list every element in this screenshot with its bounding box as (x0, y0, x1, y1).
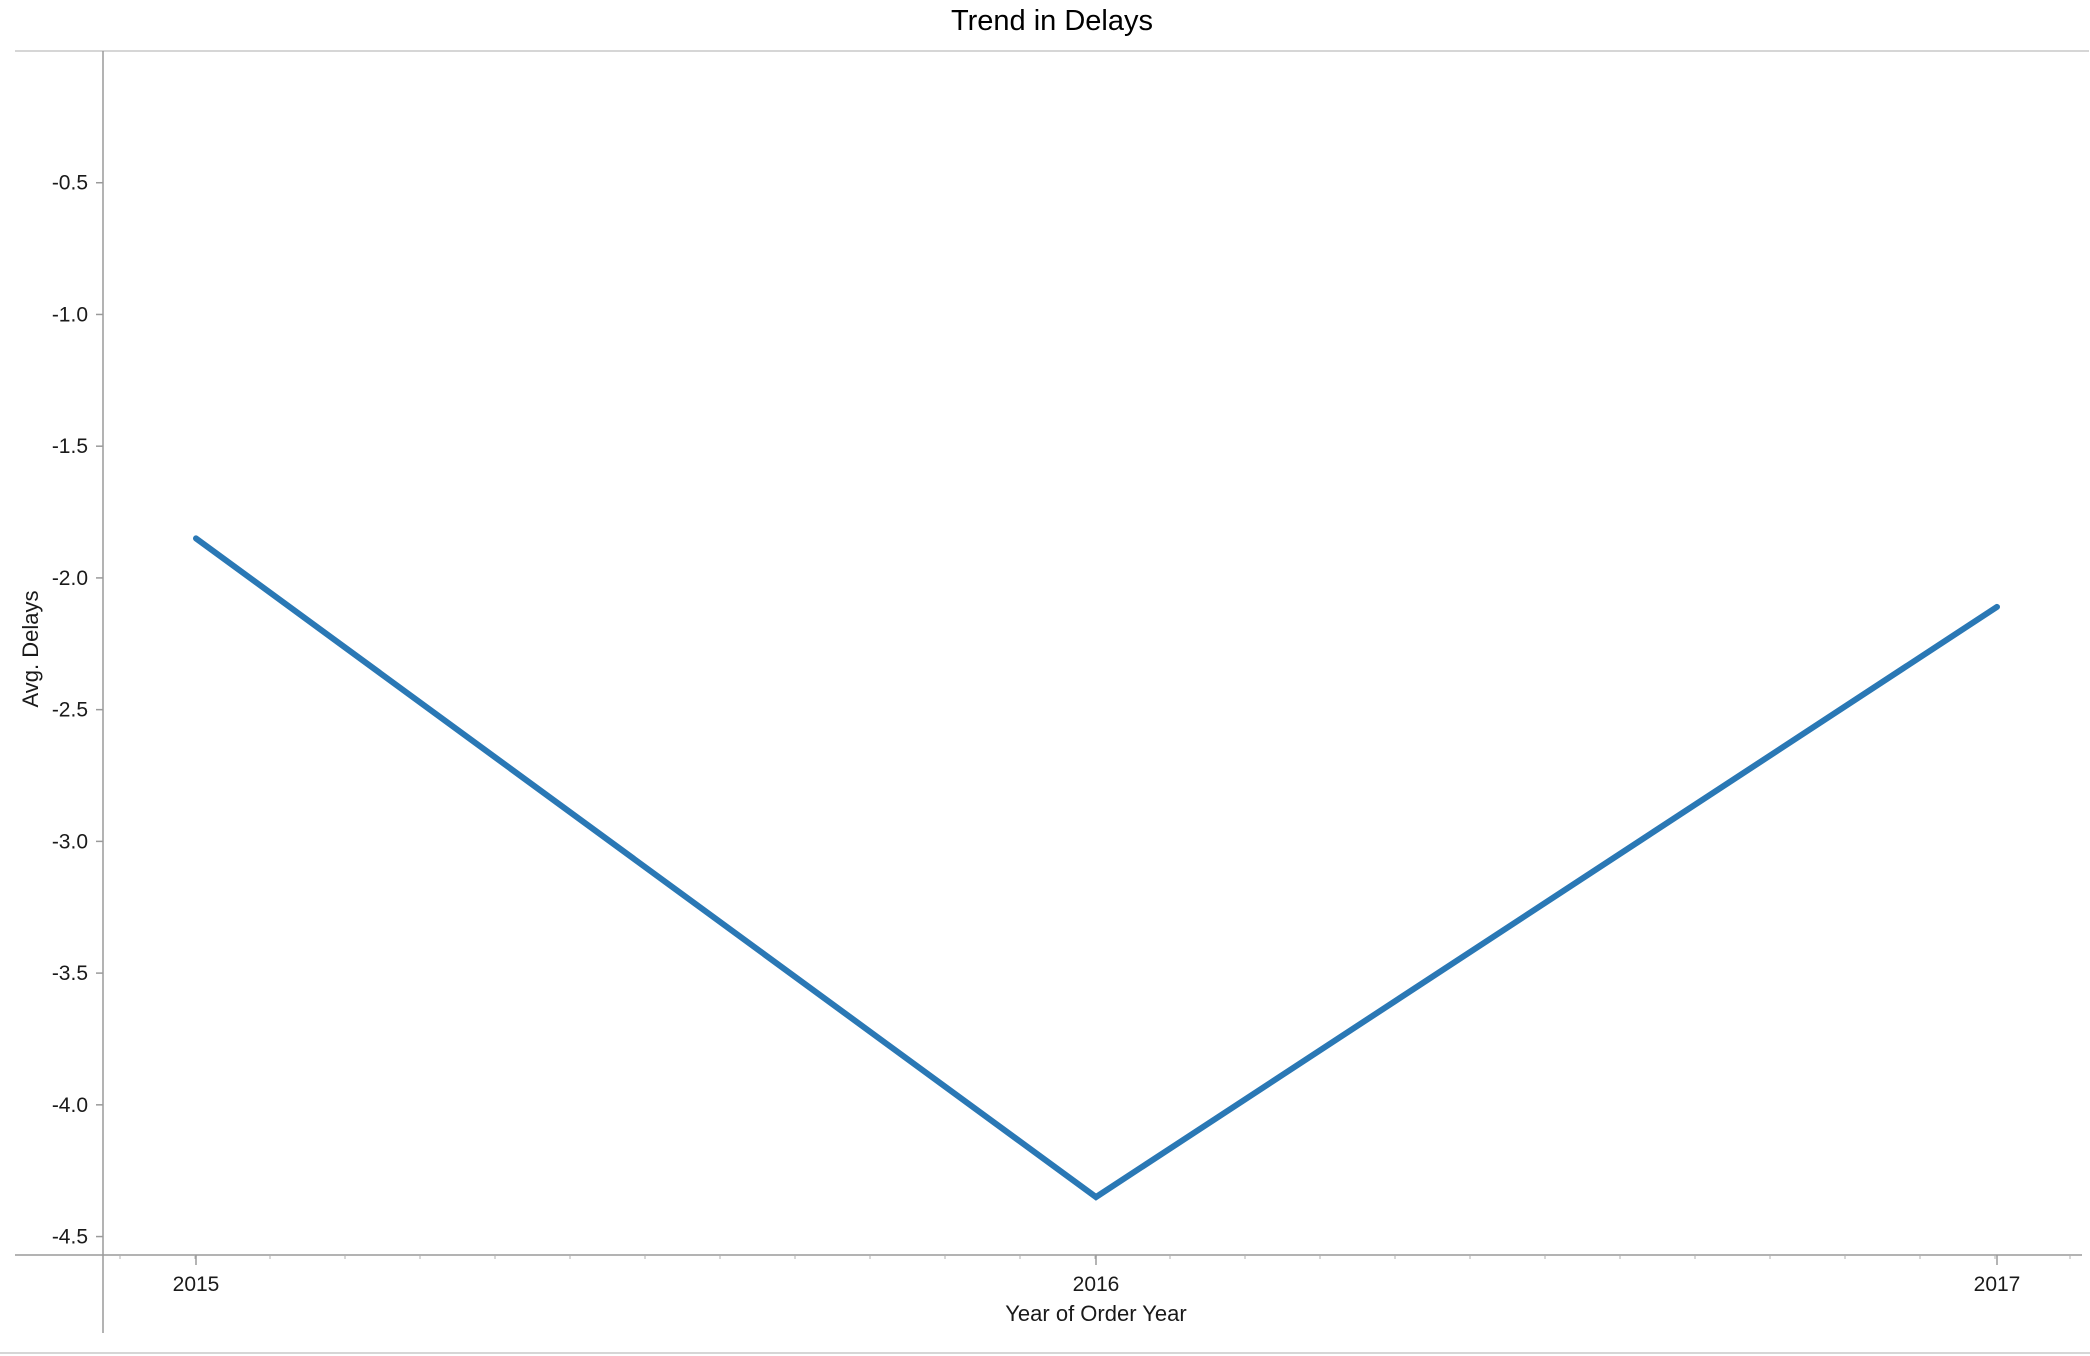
y-tick-label: -1.5 (52, 435, 88, 458)
series-line (193, 535, 2000, 1201)
chart-title: Trend in Delays (951, 5, 1153, 37)
y-tick-label: -2.5 (52, 699, 88, 722)
x-axis-title: Year of Order Year (1005, 1301, 1186, 1326)
x-axis-ticks: 2015 2016 2017 (119, 1255, 2071, 1296)
plot-frame (0, 50, 2090, 1354)
y-tick-label: -4.5 (52, 1226, 88, 1249)
y-tick-label: -2.0 (52, 567, 88, 590)
series-layer (193, 535, 2000, 1201)
x-tick-label: 2015 (173, 1273, 220, 1296)
y-tick-label: -3.5 (52, 962, 88, 985)
y-tick-label: -3.0 (52, 830, 88, 853)
y-axis-ticks: -0.5 -1.0 -1.5 -2.0 -2.5 -3.0 -3.5 -4.0 -4.5 (52, 172, 103, 1249)
y-tick-label: -0.5 (52, 172, 88, 195)
y-tick-label: -1.0 (52, 303, 88, 326)
y-tick-label: -4.0 (52, 1094, 88, 1117)
x-tick-label: 2017 (1974, 1273, 2021, 1296)
x-tick-label: 2016 (1073, 1273, 1120, 1296)
y-axis-title: Avg. Delays (18, 591, 43, 708)
